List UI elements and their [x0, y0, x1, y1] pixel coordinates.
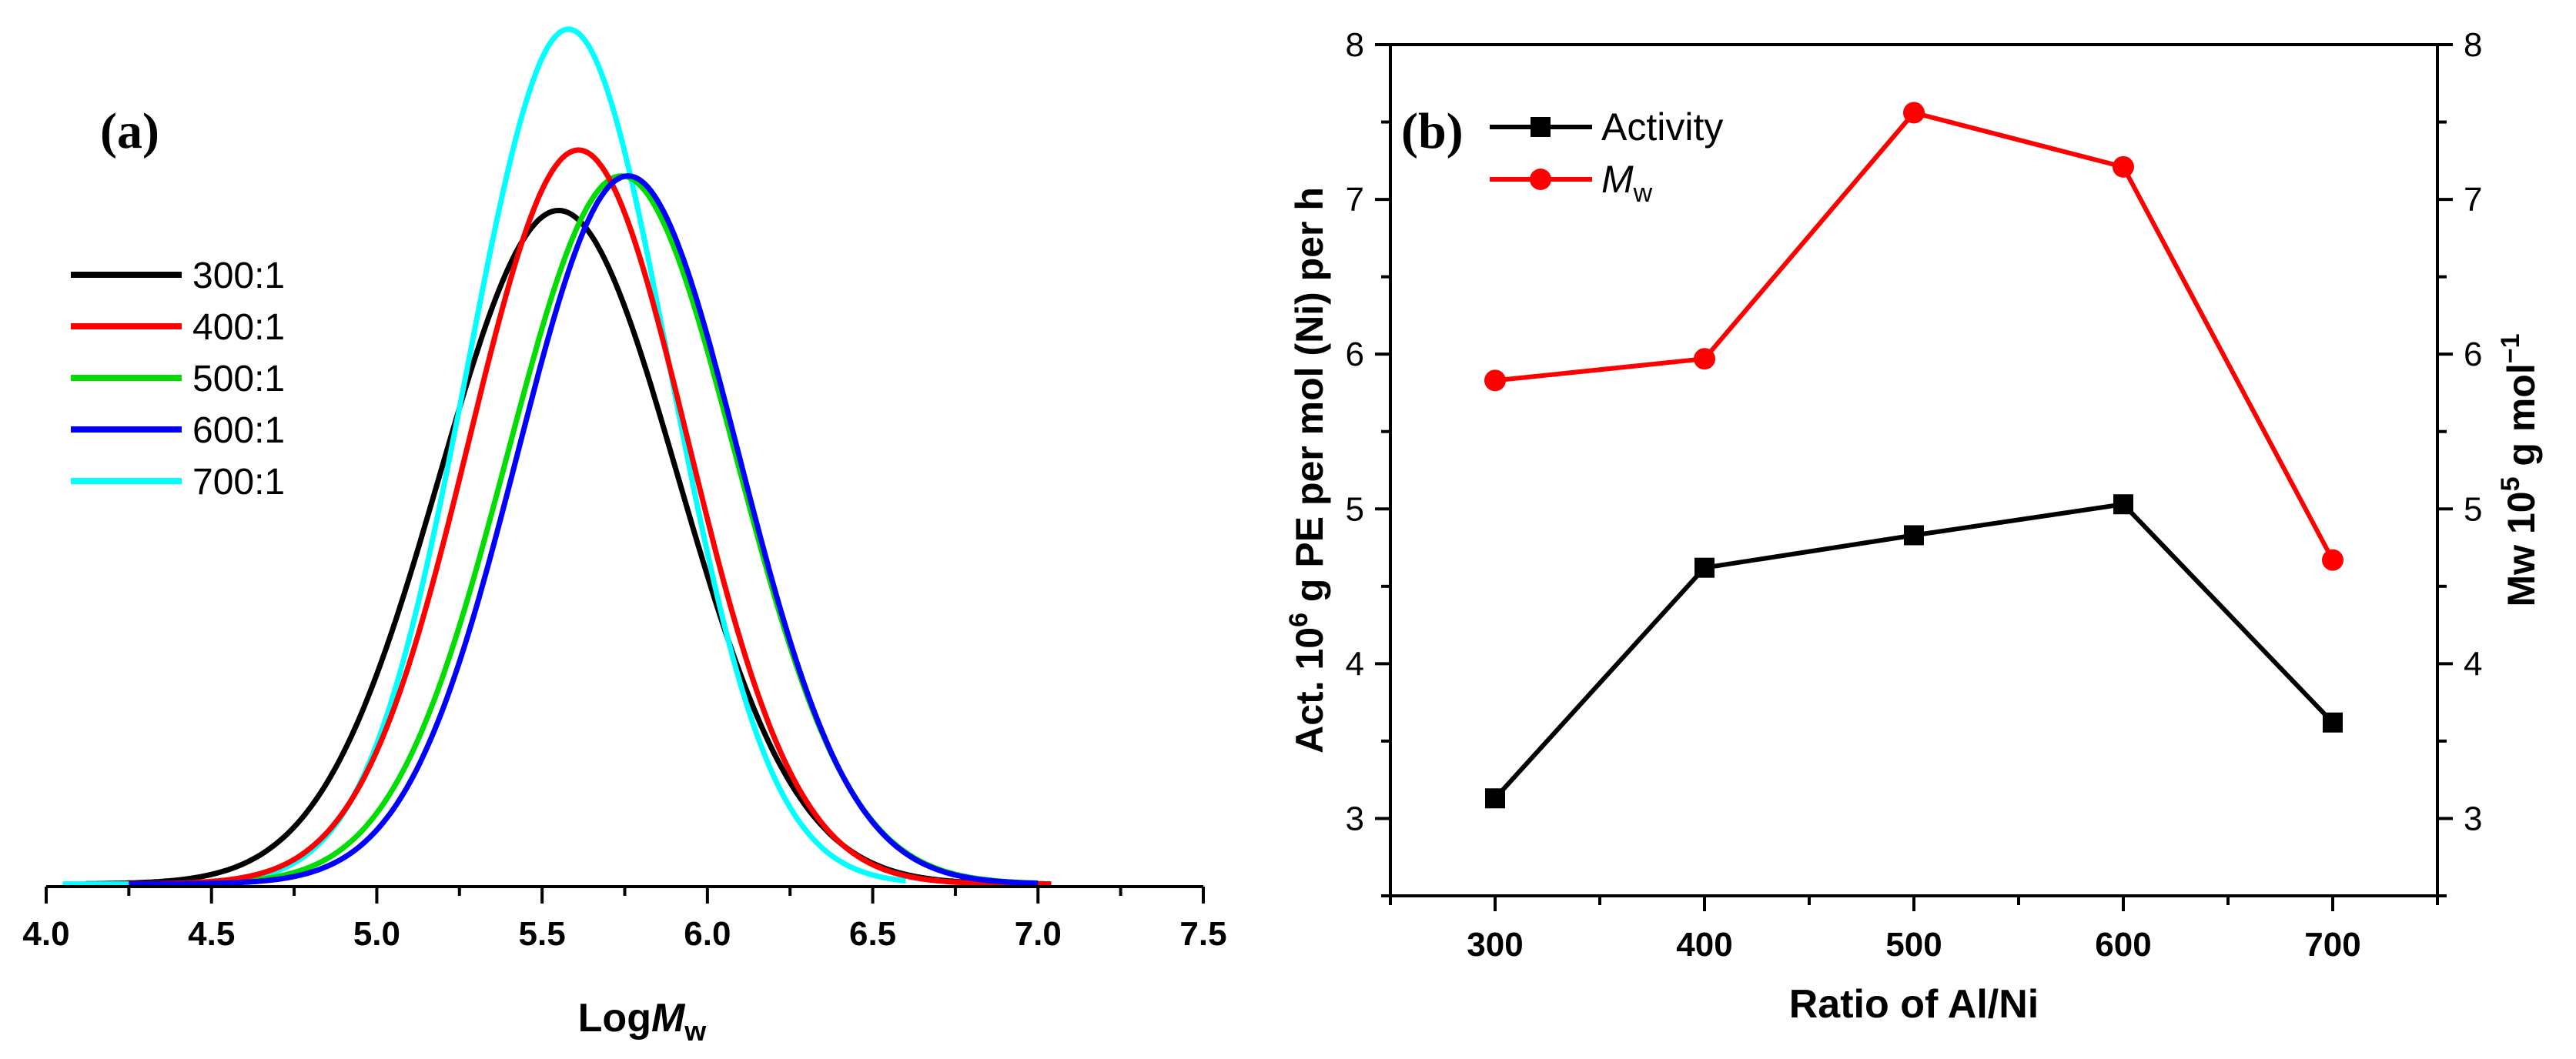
panel-b-x-tick-label: 400 — [1676, 926, 1732, 964]
panel-a-label: (a) — [100, 103, 159, 159]
panel-b-activity-point — [1694, 557, 1715, 578]
panel-a-x-tick-label: 4.0 — [22, 915, 69, 953]
legend-mw-marker — [1530, 169, 1551, 190]
panel-b-right-y-tick-label: 8 — [2464, 26, 2482, 64]
panel-b-right-y-tick-label: 3 — [2464, 800, 2482, 837]
panel-b-x-tick-label: 300 — [1467, 926, 1523, 964]
panel-b-left-y-tick-label: 5 — [1346, 490, 1364, 528]
panel-b-legend: Activity Mw — [1490, 105, 1723, 208]
panel-a-legend: 300:1 400:1 500:1 600:1 700:1 — [71, 256, 285, 503]
panel-b-activity-line — [1493, 502, 2335, 800]
panel-b-right-y-tick-label: 6 — [2464, 336, 2482, 373]
panel-a-legend-label: 400:1 — [192, 307, 285, 348]
panel-b-activity-point — [2323, 712, 2343, 733]
panel-b-left-y-tick-label: 7 — [1346, 181, 1364, 219]
panel-a-legend-label: 300:1 — [192, 256, 285, 296]
panel-a-legend-label: 600:1 — [192, 410, 285, 451]
panel-b-left-axis-label: Act. 106 g PE per mol (Ni) per h — [1284, 187, 1331, 753]
legend-activity-label: Activity — [1601, 105, 1723, 149]
panel-b-ticks: 300 400 500 600 700 3 4 5 6 7 8 3 4 5 6 7 8 — [1346, 26, 2483, 964]
panel-b-series — [1484, 102, 2343, 809]
panel-b-x-axis-label: Ratio of Al/Ni — [1789, 982, 2039, 1027]
panel-a-x-ticks: 4.0 4.5 5.0 5.5 6.0 6.5 7.0 7.5 — [22, 887, 1227, 953]
panel-b-left-y-tick-label: 8 — [1346, 26, 1364, 64]
panel-a-x-axis-label: LogMw — [578, 996, 708, 1047]
panel-a-series-curve-400-1 — [129, 147, 1052, 887]
panel-b-activity-point — [2113, 494, 2133, 515]
panel-a-x-tick-label: 6.5 — [849, 915, 896, 953]
panel-b-left-y-tick-label: 6 — [1346, 336, 1364, 373]
panel-a-curves — [62, 26, 1052, 887]
panel-b-activity-point — [1904, 525, 1924, 546]
panel-b-activity-point — [1485, 788, 1505, 809]
panel-a-x-tick-label: 4.5 — [188, 915, 235, 953]
panel-b-mw-point — [2113, 155, 2134, 178]
panel-a-x-tick-label: 5.5 — [519, 915, 566, 953]
panel-b-left-y-tick-label: 4 — [1346, 645, 1364, 683]
legend-activity-marker — [1531, 117, 1551, 137]
panel-b-x-tick-label: 600 — [2095, 926, 2151, 964]
panel-b-mw-point — [1903, 102, 1925, 124]
panel-b-label: (b) — [1401, 103, 1464, 159]
panel-a-series-curve-600-1 — [129, 173, 1039, 887]
panel-b-right-y-tick-label: 7 — [2464, 181, 2482, 219]
panel-b-mw-point — [1694, 348, 1715, 370]
panel-a-x-tick-label: 6.0 — [684, 915, 731, 953]
panel-a-x-tick-label: 5.0 — [353, 915, 400, 953]
panel-a-legend-label: 500:1 — [192, 359, 285, 399]
panel-a-x-tick-label: 7.0 — [1015, 915, 1062, 953]
panel-b-mw-point — [2322, 549, 2343, 571]
panel-b-x-tick-label: 700 — [2304, 926, 2360, 964]
panel-a-distribution-chart: (a) 4.0 4.5 5.0 5.5 6.0 6.5 7.0 7.5 LogMw 300:1… — [22, 26, 1227, 1047]
legend-mw-label: Mw — [1601, 158, 1653, 208]
panel-b-x-tick-label: 500 — [1885, 926, 1942, 964]
panel-b-mw-point — [1484, 369, 1506, 392]
panel-b-right-axis-label: Mw 105 g mol−1 — [2496, 334, 2543, 607]
panel-b-right-y-tick-label: 5 — [2464, 490, 2482, 528]
panel-a-x-tick-label: 7.5 — [1179, 915, 1226, 953]
panel-a-legend-label: 700:1 — [192, 462, 285, 503]
panel-b-left-y-tick-label: 3 — [1346, 800, 1364, 837]
panel-b-ratio-chart: 300 400 500 600 700 3 4 5 6 7 8 3 4 5 6 7 8 (b) Activity… — [1284, 26, 2543, 1027]
panel-b-right-y-tick-label: 4 — [2464, 645, 2482, 683]
